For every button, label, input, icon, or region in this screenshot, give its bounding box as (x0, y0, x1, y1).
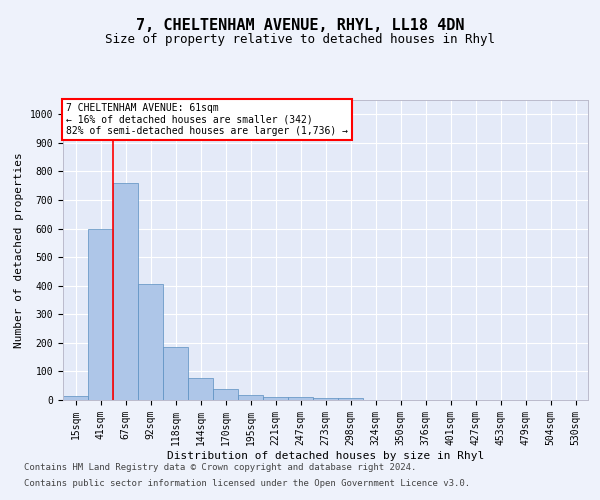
Bar (288, 396, 313, 400)
Bar (313, 398, 338, 400)
Bar (63, 396, 88, 400)
Bar (88, 228, 113, 400)
X-axis label: Distribution of detached houses by size in Rhyl: Distribution of detached houses by size … (167, 450, 484, 460)
Text: Size of property relative to detached houses in Rhyl: Size of property relative to detached ho… (105, 32, 495, 46)
Bar (163, 347, 188, 400)
Bar (263, 396, 288, 400)
Text: 7 CHELTENHAM AVENUE: 61sqm
← 16% of detached houses are smaller (342)
82% of sem: 7 CHELTENHAM AVENUE: 61sqm ← 16% of deta… (65, 103, 347, 136)
Y-axis label: Number of detached properties: Number of detached properties (14, 152, 24, 348)
Text: 7, CHELTENHAM AVENUE, RHYL, LL18 4DN: 7, CHELTENHAM AVENUE, RHYL, LL18 4DN (136, 18, 464, 32)
Text: Contains public sector information licensed under the Open Government Licence v3: Contains public sector information licen… (24, 479, 470, 488)
Bar (338, 398, 363, 400)
Bar (213, 390, 238, 400)
Bar (188, 378, 213, 400)
Text: Contains HM Land Registry data © Crown copyright and database right 2024.: Contains HM Land Registry data © Crown c… (24, 462, 416, 471)
Bar (113, 183, 138, 400)
Bar (138, 284, 163, 400)
Bar (238, 395, 263, 400)
